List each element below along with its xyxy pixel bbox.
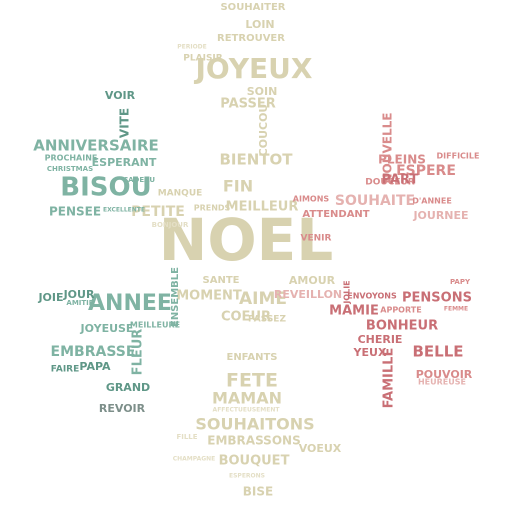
word-heureuse: HEUREUSE: [418, 378, 466, 387]
word-meilleur: MEILLEUR: [226, 200, 299, 215]
word-apporte: APPORTE: [380, 306, 421, 315]
word-annee: ANNEE: [88, 291, 172, 316]
word-cherie: CHERIE: [358, 333, 403, 346]
word-affectueusement: AFFECTUEUSEMENT: [213, 407, 281, 414]
word-journee: JOURNEE: [412, 209, 468, 222]
word-enfants: ENFANTS: [226, 352, 277, 363]
word-joie: JOIE: [37, 291, 63, 304]
word-pouvoir: POUVOIR: [416, 368, 473, 381]
word-esperant: ESPERANT: [92, 156, 157, 169]
word-d-annee: D'ANNEE: [412, 197, 452, 206]
word-manque: MANQUE: [158, 189, 203, 199]
word-joyeux: JOYEUX: [194, 52, 313, 85]
word-fille: FILLE: [176, 433, 197, 441]
word-maman: MAMAN: [212, 389, 282, 408]
word-grand: GRAND: [106, 381, 150, 394]
word-amour: AMOUR: [289, 274, 336, 287]
word-coucou: COUCOU: [257, 104, 270, 157]
word-souhaitons: SOUHAITONS: [195, 415, 314, 434]
word-coeur: COEUR: [221, 310, 271, 325]
word-fete: FETE: [226, 370, 278, 392]
word-bouquet: BOUQUET: [219, 454, 290, 469]
word-meilleure: MEILLEURE: [130, 321, 180, 330]
word-jolie: JOLIE: [343, 280, 352, 304]
word-noel: NOEL: [159, 206, 333, 274]
word-souhaite: SOUHAITE: [335, 193, 415, 209]
word-amitie: AMITIE: [66, 299, 93, 307]
word-aimons: AIMONS: [293, 195, 330, 204]
word-papa: PAPA: [79, 360, 111, 373]
word-prochaine: PROCHAINE: [45, 154, 98, 163]
word-espere: ESPERE: [396, 163, 456, 179]
word-fleur: FLEUR: [131, 329, 146, 376]
word-faire: FAIRE: [51, 365, 80, 375]
word-passez: PASSEZ: [248, 315, 286, 325]
word-christmas: CHRISTMAS: [47, 165, 93, 173]
word-prends: PRENDS: [194, 204, 231, 213]
word-part: PART: [382, 173, 419, 188]
word-petite: PETITE: [131, 204, 185, 220]
word-envoyons: ENVOYONS: [347, 292, 397, 301]
word-souhaiter: SOUHAITER: [220, 2, 285, 13]
word-aime: AIME: [239, 289, 287, 309]
word-pensee: PENSEE: [49, 205, 101, 219]
word-femme: FEMME: [444, 306, 468, 313]
word-nouvelle: NOUVELLE: [381, 113, 395, 184]
word-belle: BELLE: [412, 343, 463, 361]
word-attendant: ATTENDANT: [302, 209, 369, 220]
word-pensons: PENSONS: [402, 291, 472, 306]
word-ensemble: ENSEMBLE: [170, 267, 181, 327]
word-excellente: EXCELLENTE: [103, 207, 145, 214]
word-esperons: ESPERONS: [229, 473, 265, 480]
word-plaisir: PLAISIR: [183, 54, 222, 64]
word-anniversaire: ANNIVERSAIRE: [33, 137, 159, 155]
word-embrasse: EMBRASSE: [51, 344, 136, 360]
word-moment: MOMENT: [176, 289, 242, 304]
word-bise: BISE: [243, 485, 273, 499]
word-famille: FAMILLE: [382, 348, 397, 409]
word-pleins: PLEINS: [378, 153, 426, 167]
word-soin: SOIN: [247, 85, 278, 98]
word-champagne: CHAMPAGNE: [173, 456, 216, 463]
word-yeux: YEUX: [353, 346, 387, 359]
word-bientot: BIENTOT: [219, 151, 293, 169]
word-venir: VENIR: [301, 234, 332, 244]
word-jour: JOUR: [63, 288, 95, 301]
word-vite: VITE: [118, 108, 132, 138]
word-joyeuse: JOYEUSE: [80, 322, 134, 335]
word-fin: FIN: [223, 177, 253, 196]
word-mamie: MAMIE: [329, 304, 379, 319]
word-bisou: BISOU: [60, 173, 151, 203]
word-voir: VOIR: [105, 89, 136, 102]
word-revoir: REVOIR: [99, 402, 146, 415]
word-reveillon: REVEILLON: [274, 288, 342, 301]
word-retrouver: RETROUVER: [217, 33, 285, 44]
word-voeux: VOEUX: [299, 442, 342, 455]
word-loin: LOIN: [245, 18, 274, 31]
word-douceur: DOUCEUR: [365, 178, 414, 188]
word-periode: PERIODE: [177, 44, 207, 51]
word-embrassons: EMBRASSONS: [207, 434, 300, 448]
word-papy: PAPY: [450, 278, 471, 286]
word-bonjour: BONJOUR: [152, 221, 189, 229]
word-cadeau: CADEAU: [123, 176, 155, 184]
word-difficile: DIFFICILE: [437, 152, 480, 161]
word-bonheur: BONHEUR: [366, 319, 438, 334]
word-passer: PASSER: [220, 97, 275, 112]
word-sante: SANTE: [203, 275, 240, 286]
